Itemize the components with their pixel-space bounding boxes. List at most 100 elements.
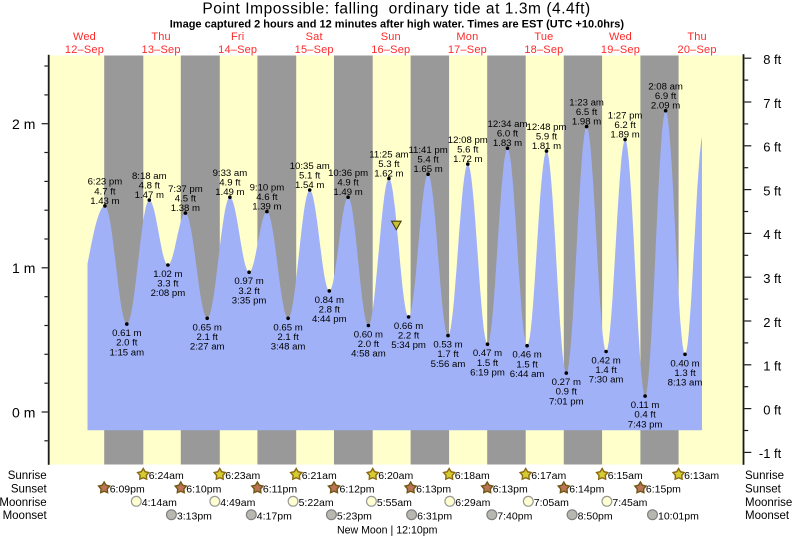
svg-text:18–Sep: 18–Sep: [524, 44, 563, 56]
svg-text:7:05am: 7:05am: [534, 497, 569, 509]
svg-text:1 m: 1 m: [12, 260, 35, 276]
svg-text:1.43 m: 1.43 m: [90, 196, 119, 207]
svg-text:Moonrise: Moonrise: [0, 497, 47, 509]
svg-text:7:43 pm: 7:43 pm: [628, 419, 663, 430]
svg-text:4 ft: 4 ft: [763, 227, 781, 242]
svg-text:4:44 pm: 4:44 pm: [312, 314, 347, 325]
svg-text:0.27 m: 0.27 m: [552, 377, 581, 388]
svg-text:0.65 m: 0.65 m: [193, 322, 222, 333]
svg-text:12:34 am: 12:34 am: [487, 119, 527, 130]
svg-text:Wed: Wed: [73, 31, 96, 43]
svg-text:1.3 ft: 1.3 ft: [674, 368, 696, 379]
svg-text:1.98 m: 1.98 m: [572, 117, 601, 128]
svg-text:Sunrise: Sunrise: [8, 470, 47, 482]
svg-text:1.4 ft: 1.4 ft: [595, 365, 617, 376]
svg-text:2.09 m: 2.09 m: [651, 101, 680, 112]
svg-text:Moonset: Moonset: [745, 510, 790, 522]
svg-text:6.2 ft: 6.2 ft: [614, 120, 636, 131]
svg-text:0.97 m: 0.97 m: [234, 276, 263, 287]
svg-text:9:10 pm: 9:10 pm: [250, 182, 285, 193]
svg-text:4.5 ft: 4.5 ft: [175, 194, 197, 205]
svg-text:1 ft: 1 ft: [763, 359, 781, 374]
svg-text:5.1 ft: 5.1 ft: [299, 170, 321, 181]
svg-text:8 ft: 8 ft: [763, 52, 781, 67]
svg-text:11:25 am: 11:25 am: [369, 149, 408, 160]
svg-text:1:15 am: 1:15 am: [109, 347, 144, 358]
svg-text:-1 ft: -1 ft: [759, 446, 782, 461]
svg-text:5.9 ft: 5.9 ft: [536, 132, 558, 143]
svg-text:6:13am: 6:13am: [684, 470, 719, 482]
svg-text:1.5 ft: 1.5 ft: [477, 358, 499, 369]
svg-text:3.3 ft: 3.3 ft: [157, 279, 179, 290]
svg-text:4:17pm: 4:17pm: [257, 510, 292, 522]
svg-text:0.66 m: 0.66 m: [394, 321, 423, 332]
svg-text:6:19 pm: 6:19 pm: [470, 367, 505, 378]
svg-text:7:45am: 7:45am: [612, 497, 647, 509]
svg-text:6:24am: 6:24am: [149, 470, 184, 482]
svg-text:9:33 am: 9:33 am: [213, 168, 248, 179]
svg-text:6 ft: 6 ft: [763, 140, 781, 155]
svg-text:12:08 pm: 12:08 pm: [448, 135, 488, 146]
svg-text:19–Sep: 19–Sep: [601, 44, 640, 56]
svg-text:1.54 m: 1.54 m: [295, 180, 324, 191]
svg-text:Sat: Sat: [306, 31, 323, 43]
svg-text:1.49 m: 1.49 m: [215, 187, 244, 198]
svg-text:Sunset: Sunset: [11, 483, 48, 495]
svg-text:Tue: Tue: [534, 31, 553, 43]
svg-text:6:23 pm: 6:23 pm: [88, 177, 123, 188]
svg-text:8:18 am: 8:18 am: [132, 171, 167, 182]
svg-text:Point Impossible: falling ord: Point Impossible: falling ordinary tide …: [202, 1, 590, 18]
svg-text:Moonrise: Moonrise: [745, 497, 792, 509]
svg-text:0.40 m: 0.40 m: [670, 358, 699, 369]
svg-text:2 ft: 2 ft: [763, 315, 781, 330]
svg-text:Thu: Thu: [151, 31, 171, 43]
svg-text:0.53 m: 0.53 m: [433, 340, 462, 351]
svg-text:1:27 pm: 1:27 pm: [608, 110, 643, 121]
svg-text:Sunset: Sunset: [745, 483, 782, 495]
svg-text:3 ft: 3 ft: [763, 271, 781, 286]
svg-text:8:13 am: 8:13 am: [668, 378, 703, 389]
svg-text:3:48 am: 3:48 am: [271, 342, 306, 353]
svg-text:4:58 am: 4:58 am: [351, 349, 386, 360]
svg-text:6.5 ft: 6.5 ft: [576, 107, 598, 118]
svg-text:1.7 ft: 1.7 ft: [437, 349, 459, 360]
svg-text:5.4 ft: 5.4 ft: [417, 155, 439, 166]
svg-text:0.11 m: 0.11 m: [631, 400, 660, 411]
svg-text:1.81 m: 1.81 m: [532, 141, 561, 152]
svg-text:6:09pm: 6:09pm: [110, 484, 145, 496]
svg-text:6:21am: 6:21am: [302, 470, 337, 482]
svg-text:1.89 m: 1.89 m: [610, 130, 639, 141]
svg-text:2.1 ft: 2.1 ft: [277, 332, 299, 343]
svg-text:0.47 m: 0.47 m: [473, 348, 502, 359]
svg-text:1:23 am: 1:23 am: [569, 97, 604, 108]
svg-text:New Moon | 12:10pm: New Moon | 12:10pm: [337, 525, 438, 537]
svg-text:11:41 pm: 11:41 pm: [408, 145, 447, 156]
svg-text:6:11pm: 6:11pm: [263, 484, 297, 496]
svg-text:0 ft: 0 ft: [763, 402, 781, 417]
svg-text:7:40pm: 7:40pm: [497, 510, 532, 522]
svg-text:Fri: Fri: [231, 31, 244, 43]
svg-text:4:14am: 4:14am: [142, 497, 177, 509]
svg-text:5.6 ft: 5.6 ft: [457, 145, 479, 156]
svg-text:Wed: Wed: [609, 31, 632, 43]
svg-text:4.8 ft: 4.8 ft: [139, 181, 161, 192]
svg-text:3:13pm: 3:13pm: [177, 510, 212, 522]
svg-text:2:08 am: 2:08 am: [648, 82, 683, 93]
svg-text:10:01pm: 10:01pm: [658, 510, 699, 522]
svg-text:6:12pm: 6:12pm: [340, 484, 375, 496]
svg-text:6:10pm: 6:10pm: [186, 484, 221, 496]
svg-text:16–Sep: 16–Sep: [371, 44, 410, 56]
svg-text:1.83 m: 1.83 m: [493, 138, 522, 149]
svg-text:7:37 pm: 7:37 pm: [168, 184, 203, 195]
svg-text:14–Sep: 14–Sep: [218, 44, 257, 56]
svg-text:4.9 ft: 4.9 ft: [219, 178, 241, 189]
svg-text:6:44 am: 6:44 am: [510, 369, 545, 380]
svg-text:5:55am: 5:55am: [377, 497, 412, 509]
svg-text:7 ft: 7 ft: [763, 96, 781, 111]
svg-text:6.9 ft: 6.9 ft: [655, 91, 677, 102]
svg-text:Thu: Thu: [687, 31, 707, 43]
svg-text:12–Sep: 12–Sep: [65, 44, 104, 56]
svg-text:10:36 pm: 10:36 pm: [328, 168, 368, 179]
svg-text:2:08 pm: 2:08 pm: [151, 288, 186, 299]
svg-text:1.02 m: 1.02 m: [153, 269, 182, 280]
